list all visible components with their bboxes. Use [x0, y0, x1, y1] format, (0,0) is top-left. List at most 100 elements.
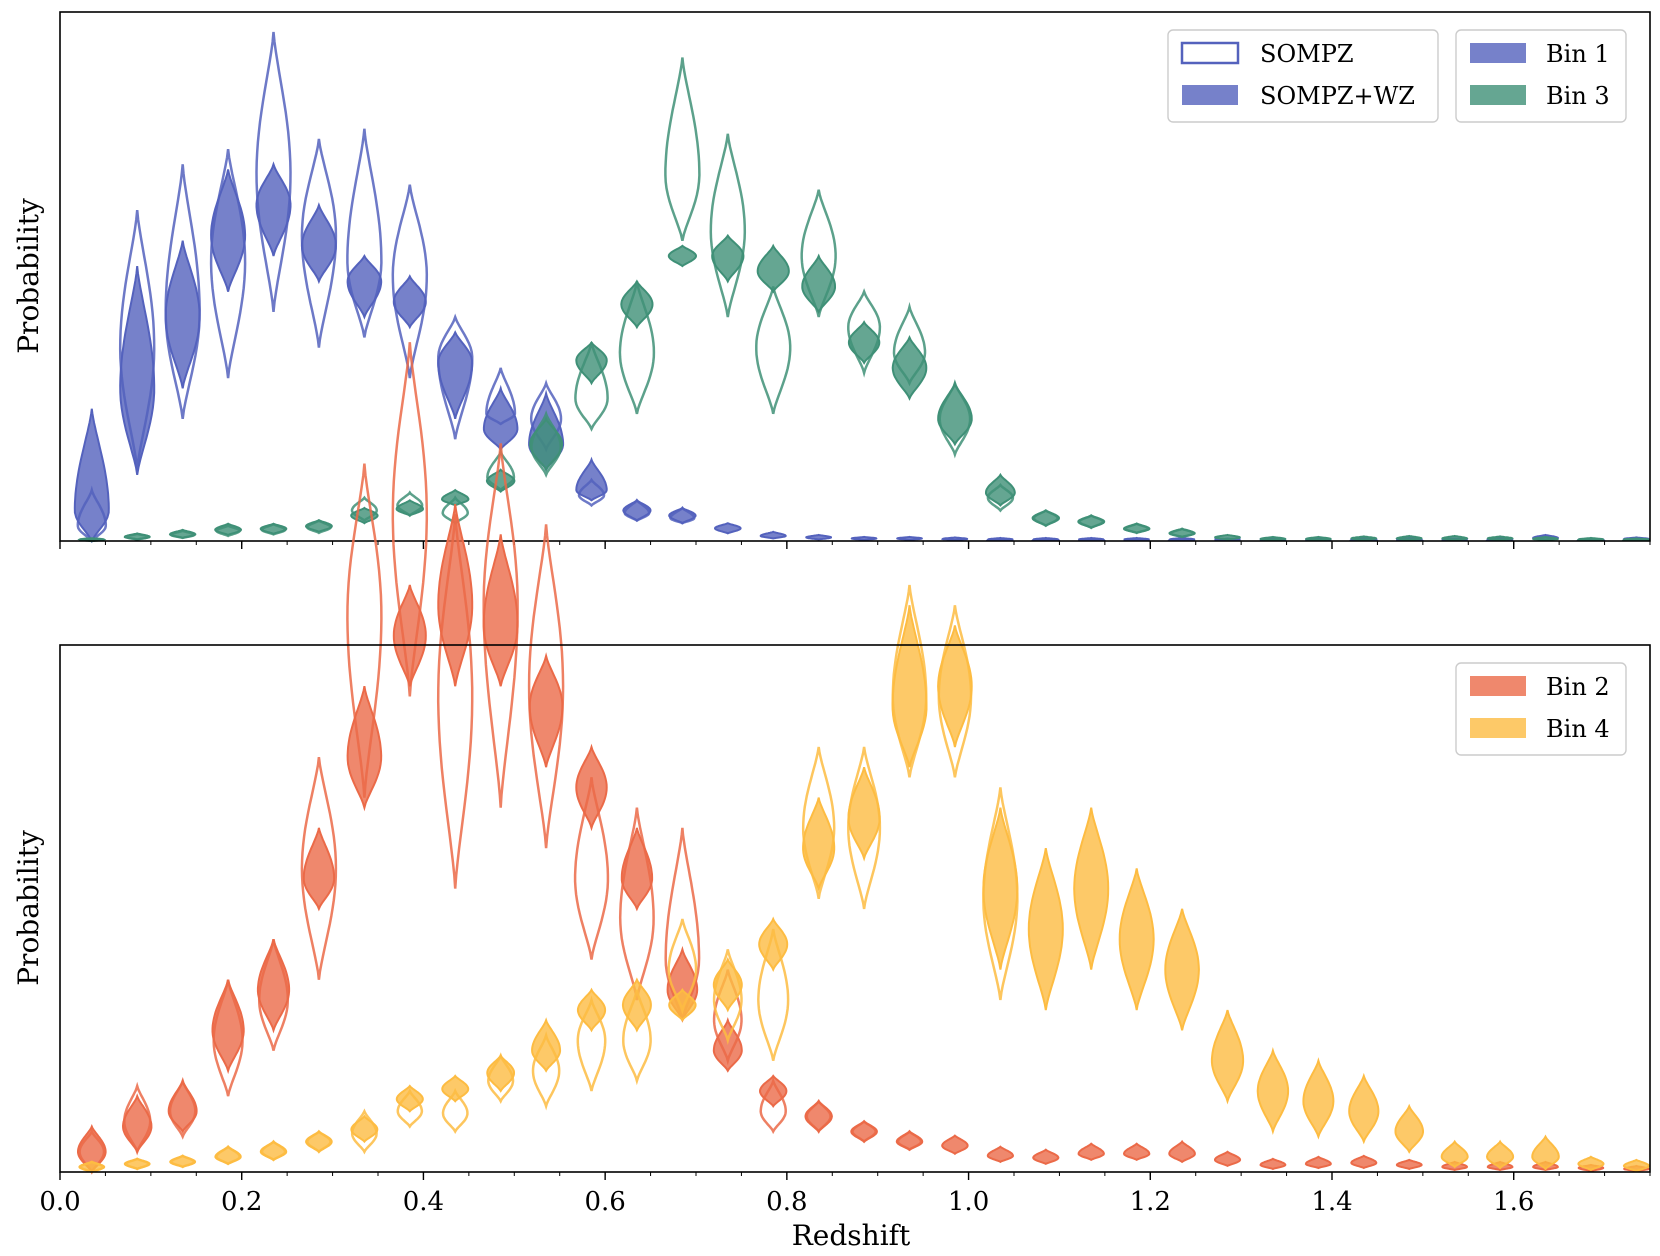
violin-bin4-sompz-wz	[1073, 807, 1110, 970]
violin-bin3-sompz	[574, 342, 609, 432]
violin-bin4-sompz	[847, 746, 882, 910]
violin-bin3-sompz	[618, 281, 656, 415]
x-tick-label: 1.2	[1130, 1187, 1171, 1217]
violin-bin1-sompz-wz	[1031, 536, 1061, 542]
violin-bin3-sompz	[305, 519, 332, 535]
violin-bin4-sompz-wz	[802, 797, 836, 892]
violin-bin3-sompz	[892, 301, 927, 387]
violin-bin1-sompz-wz	[300, 202, 337, 285]
violin-bin2-sompz	[300, 756, 338, 980]
violin-bin3-sompz	[1123, 522, 1150, 535]
legend-bin4-swatch	[1470, 718, 1526, 738]
violin-bin2-sompz	[664, 827, 701, 1021]
axes-frame-bottom	[59, 644, 1651, 1173]
violin-bin4-sompz-wz	[1256, 1047, 1290, 1136]
violin-bin4-sompz-wz	[395, 1084, 424, 1113]
violin-bin2-sompz-wz	[1395, 1158, 1423, 1171]
legend-bin2-label: Bin 2	[1546, 673, 1610, 701]
violin-bin1-sompz	[209, 148, 247, 379]
violin-bin1-sompz	[577, 477, 606, 508]
violin-bin2-sompz	[212, 979, 244, 1097]
violin-bin4-sompz	[215, 1144, 241, 1166]
violin-bin1-sompz-wz	[1078, 536, 1106, 542]
violin-bin4-sompz-wz	[982, 807, 1019, 970]
violin-bin4-sompz-wz	[1485, 1139, 1515, 1170]
violin-bin3-sompz-wz	[1214, 533, 1241, 541]
violin-bin4-sompz-wz	[1027, 848, 1064, 1011]
x-ticks-bottom: 0.0 0.2 0.4 0.6 0.8 1.0 1.2 1.4 1.6	[39, 1172, 1651, 1217]
violin-bin1-sompz-wz	[985, 536, 1014, 542]
violin-bin3-sompz-wz	[1305, 535, 1332, 542]
violin-bin4-sompz	[260, 1139, 287, 1162]
violin-bin4-sompz	[531, 1031, 561, 1111]
legend-bin1-label: Bin 1	[1546, 40, 1610, 68]
violin-bin4-sompz-wz	[1348, 1072, 1380, 1145]
violin-bin1-sompz	[76, 485, 108, 543]
violin-bin3-sompz	[938, 379, 972, 459]
violin-bin4-sompz	[487, 1052, 515, 1104]
legend-bins-top: Bin 1 Bin 3	[1455, 29, 1627, 123]
violin-bin2-sompz	[257, 938, 290, 1051]
violin-bin2-sompz	[168, 1076, 197, 1140]
violin-bin3-sompz	[350, 495, 378, 523]
violin-bin1-sompz	[669, 505, 696, 525]
violin-bin3-sompz-wz	[891, 334, 928, 401]
legend-sompz-wz-swatch	[1182, 85, 1238, 105]
legend-bin2-swatch	[1470, 676, 1526, 696]
violin-bin2-sompz	[896, 1129, 923, 1152]
violin-bin4-sompz-wz	[621, 977, 652, 1033]
violin-bin3-sompz	[800, 189, 837, 318]
violin-bin2-sompz-wz	[575, 743, 608, 832]
violin-bin2-sompz	[618, 807, 655, 1001]
violin-bin3-sompz	[530, 410, 562, 478]
violin-bin4-sompz-wz	[1531, 1134, 1560, 1171]
violin-bin4-sompz	[712, 949, 743, 1046]
violin-bin4-sompz-wz	[1577, 1155, 1605, 1172]
violin-bin4-sompz-wz	[1302, 1057, 1335, 1140]
violin-bin3-sompz-wz	[1621, 537, 1651, 542]
x-tick-label: 0.2	[221, 1187, 262, 1217]
violin-bin1-sompz	[391, 184, 429, 379]
violin-bin3-sompz	[124, 532, 151, 541]
violin-bin4-sompz	[622, 989, 652, 1086]
violin-bin3-sompz-wz	[1576, 536, 1605, 542]
violin-bin2-sompz	[391, 342, 429, 697]
violin-bin3-sompz	[1078, 513, 1105, 530]
violin-bin2-sompz-wz	[1259, 1157, 1287, 1171]
violin-bin1-sompz	[437, 313, 474, 440]
violin-bin4-sompz-wz	[531, 1017, 562, 1073]
violin-bin3-sompz	[441, 495, 469, 525]
violin-bin2-sompz-wz	[712, 1017, 743, 1073]
legend-sompz-wz-label: SOMPZ+WZ	[1260, 82, 1415, 110]
panel-bottom: 0.0 0.2 0.4 0.6 0.8 1.0 1.2 1.4 1.6 Probability …	[12, 342, 1651, 1252]
legend-bin3-swatch	[1470, 85, 1526, 105]
violin-bin4-sompz	[396, 1088, 424, 1129]
violin-bin4-sompz	[937, 605, 973, 778]
violin-bin4-sompz-wz	[937, 625, 973, 748]
violin-bin1-sompz-wz	[1123, 536, 1150, 542]
panel-top: Probability SOMPZ SOMPZ+WZ Bin 1 Bin 3	[12, 11, 1651, 549]
x-axis-label: Redshift	[792, 1219, 911, 1252]
x-tick-label: 1.4	[1311, 1187, 1352, 1217]
violin-bin4-sompz	[576, 995, 607, 1092]
violin-bin1-sompz	[485, 367, 517, 426]
violin-bin2-sompz-wz	[1214, 1150, 1242, 1168]
violin-bin4-sompz	[891, 584, 928, 778]
violin-bin3-sompz-wz	[1532, 535, 1559, 542]
violin-bin1-sompz-wz	[805, 533, 832, 541]
violin-bin3-sompz	[169, 529, 196, 540]
violin-bin4-sompz-wz	[1164, 908, 1200, 1031]
violin-bin2-sompz-wz	[986, 1145, 1015, 1164]
violin-bin3-sompz-wz	[985, 472, 1016, 507]
legend-style: SOMPZ SOMPZ+WZ	[1167, 29, 1439, 123]
x-ticks-top	[59, 541, 1651, 549]
violin-bin3-sompz	[396, 490, 424, 518]
violin-bin1-sompz-wz	[940, 536, 969, 542]
x-tick-label: 0.8	[766, 1187, 807, 1217]
violin-bin2-sompz	[527, 524, 565, 849]
violin-bin2-sompz	[123, 1081, 152, 1156]
violin-bin2-sompz	[346, 463, 383, 798]
violin-bin4-sompz	[124, 1157, 150, 1171]
